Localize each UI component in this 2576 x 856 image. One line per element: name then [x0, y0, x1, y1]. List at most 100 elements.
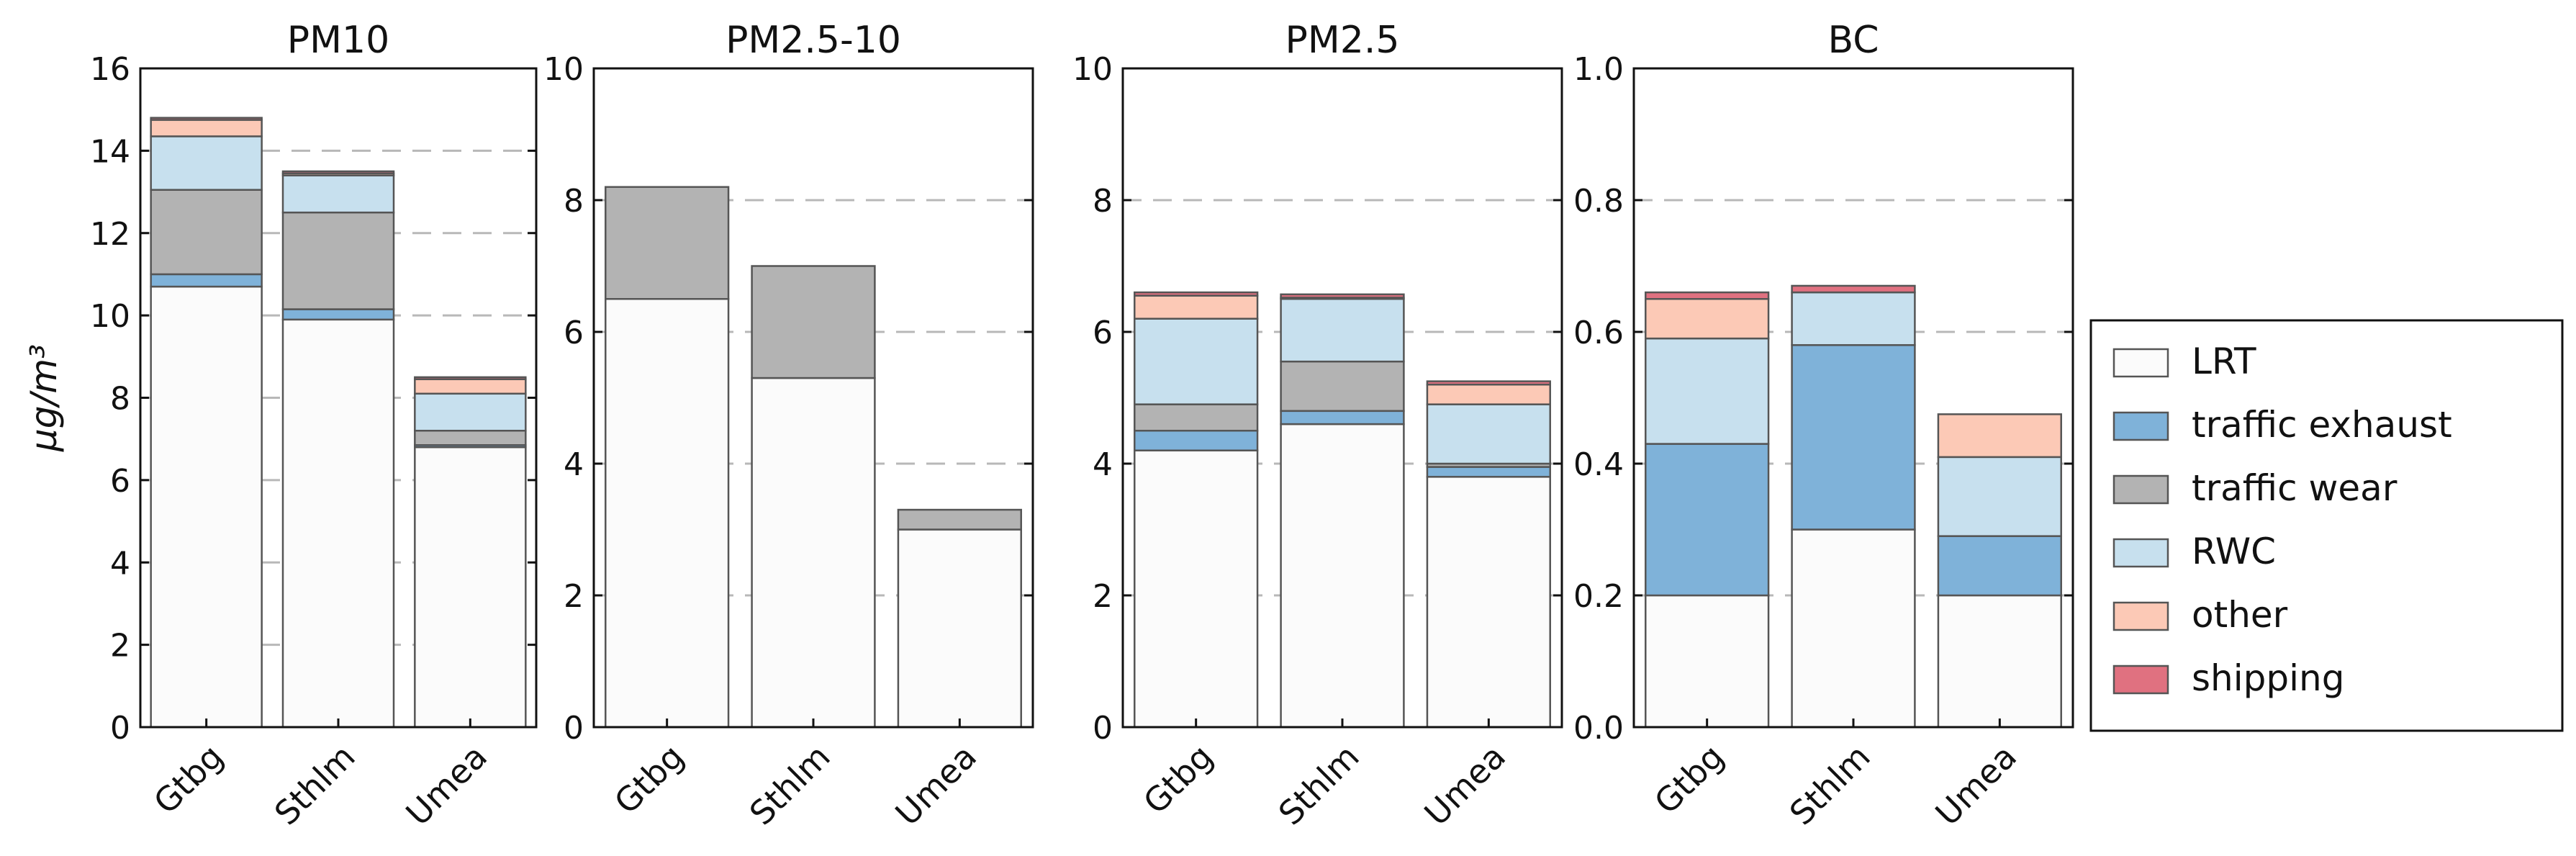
x-tick-label: Umea [398, 737, 494, 834]
x-tick-label: Sthlm [1782, 737, 1878, 833]
bar-segment-rwc [1280, 298, 1405, 363]
bar-segment-lrt [1937, 594, 2062, 729]
bar-stack-gtbg [605, 186, 730, 729]
bar-stack-sthlm [1280, 293, 1405, 729]
bar-segment-rwc [414, 392, 527, 432]
y-tick-label: 8 [564, 183, 584, 220]
legend-label: traffic wear [2192, 467, 2398, 509]
bar-segment-shipping [1134, 291, 1259, 297]
x-tick-label: Umea [1416, 737, 1513, 834]
legend-swatch [2112, 601, 2169, 631]
bar-segment-lrt [150, 285, 263, 729]
bar-stack-umea [1426, 380, 1551, 729]
legend-box [2089, 319, 2564, 732]
x-tick-label: Gtbg [146, 737, 230, 821]
bar-segment-lrt [751, 377, 876, 729]
bar-stack-sthlm [751, 265, 876, 729]
y-tick-label: 0.2 [1573, 578, 1624, 615]
bar-segment-rwc [1645, 337, 1770, 445]
legend-label: traffic exhaust [2192, 404, 2452, 446]
bar-segment-traffic-wear [281, 211, 395, 310]
y-tick-label: 6 [564, 315, 584, 351]
bar-segment-lrt [1426, 476, 1551, 729]
y-tick-label: 8 [1093, 183, 1113, 220]
y-tick-label: 0.4 [1573, 446, 1624, 483]
axes-frame [592, 67, 1034, 729]
x-tick-label: Gtbg [1647, 737, 1731, 821]
bar-segment-traffic-exhaust [1134, 430, 1259, 451]
y-tick-label: 4 [1093, 446, 1113, 483]
bar-segment-rwc [1791, 291, 1916, 346]
y-tick-label: 2 [110, 628, 130, 664]
y-tick-label: 10 [543, 51, 584, 88]
bar-segment-rwc [1426, 403, 1551, 465]
x-tick-label: Sthlm [267, 737, 363, 833]
bar-segment-traffic-exhaust [1645, 443, 1770, 597]
y-tick-label: 1.0 [1573, 51, 1624, 88]
legend-swatch [2112, 474, 2169, 505]
bar-segment-lrt [1280, 423, 1405, 729]
x-tick-label: Gtbg [607, 737, 691, 821]
bar-segment-shipping [1426, 380, 1551, 386]
legend-item-other: other [2112, 594, 2288, 636]
axes-frame [1121, 67, 1563, 729]
legend-item-shipping: shipping [2112, 657, 2344, 699]
bar-segment-lrt [1791, 528, 1916, 729]
y-tick-label: 12 [90, 216, 130, 253]
y-tick-label: 0 [110, 710, 130, 747]
x-tick-label: Umea [887, 737, 984, 834]
bar-stack-umea [897, 508, 1022, 729]
legend-label: other [2192, 594, 2288, 636]
panel-pm2-5-10: Gtbg Sthlm Umea 0 2 4 6 8 10 PM2.5-10 [543, 19, 1034, 834]
bar-segment-other [414, 378, 527, 395]
bar-segment-lrt [605, 298, 730, 729]
bar-segment-other [1426, 383, 1551, 405]
bar-segment-lrt [897, 528, 1022, 729]
bar-stack-gtbg [1134, 291, 1259, 729]
bar-segment-rwc [1937, 456, 2062, 537]
y-tick-label: 4 [564, 446, 584, 483]
bar-segment-rwc [1134, 317, 1259, 405]
bar-segment-rwc [281, 174, 395, 214]
bar-segment-traffic-wear [1134, 403, 1259, 432]
bar-stack-gtbg [1645, 291, 1770, 729]
bar-segment-traffic-wear [605, 186, 730, 300]
bar-segment-traffic-exhaust [1280, 410, 1405, 425]
bar-segment-traffic-exhaust [1426, 466, 1551, 478]
y-tick-label: 8 [110, 381, 130, 418]
axes-frame [1632, 67, 2074, 729]
bar-stack-sthlm [281, 170, 395, 729]
bar-segment-shipping [281, 170, 395, 175]
legend-label: LRT [2192, 341, 2256, 382]
bar-stack-gtbg [150, 117, 263, 729]
bar-segment-lrt [414, 446, 527, 729]
panel-pm2-5: Gtbg Sthlm Umea 0 2 4 6 8 10 PM2.5 [1072, 19, 1563, 834]
y-tick-label: 0.8 [1573, 183, 1624, 220]
legend-item-traffic-exhaust: traffic exhaust [2112, 404, 2452, 446]
bar-segment-traffic-exhaust [1937, 535, 2062, 597]
panel-title: PM2.5 [1285, 19, 1400, 62]
bar-segment-traffic-wear [414, 430, 527, 446]
y-tick-label: 0 [564, 710, 584, 747]
bar-stack-umea [414, 376, 527, 729]
legend-swatch [2112, 664, 2169, 695]
bar-segment-traffic-exhaust [281, 308, 395, 321]
legend-label: shipping [2192, 657, 2344, 699]
bar-segment-traffic-exhaust [1791, 344, 1916, 531]
panel-title: BC [1827, 19, 1879, 62]
y-tick-label: 14 [90, 133, 130, 170]
y-tick-label: 0.0 [1573, 710, 1624, 747]
bar-segment-traffic-exhaust [150, 273, 263, 288]
bar-segment-shipping [1645, 291, 1770, 300]
y-tick-label: 2 [1093, 578, 1113, 615]
panel-title: PM10 [287, 19, 389, 62]
bar-segment-other [1645, 298, 1770, 340]
bar-segment-lrt [1134, 449, 1259, 729]
x-tick-label: Gtbg [1136, 737, 1220, 821]
legend-swatch [2112, 411, 2169, 441]
panel-title: PM2.5-10 [726, 19, 901, 62]
x-tick-label: Sthlm [742, 737, 838, 833]
y-tick-label: 4 [110, 545, 130, 582]
x-tick-label: Umea [1928, 737, 2024, 834]
